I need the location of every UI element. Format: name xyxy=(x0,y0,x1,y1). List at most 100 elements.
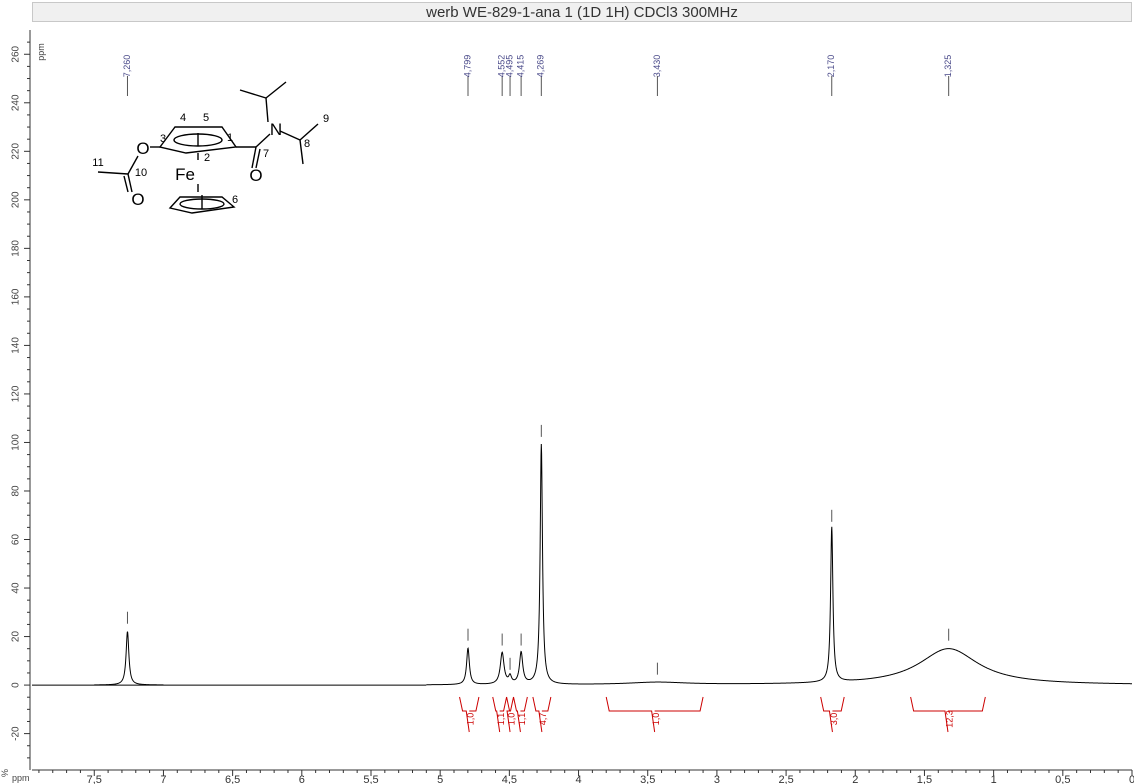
integral-bracket xyxy=(910,696,986,733)
atom-label: N xyxy=(270,120,282,139)
atom-number: 10 xyxy=(135,167,147,179)
x-tick-label: 0 xyxy=(1129,774,1134,784)
bond-ch-ch3-b xyxy=(265,81,287,99)
integral-bracket xyxy=(459,696,480,733)
spectrum-title-bar: werb WE-829-1-ana 1 (1D 1H) CDCl3 300MHz xyxy=(32,2,1132,22)
peak-label: 4,552 xyxy=(497,55,507,78)
integral-bracket xyxy=(605,696,704,733)
integral-value: 1,0 xyxy=(651,713,661,726)
molecule-labels: O N O O Fe 1 2 3 4 5 6 7 8 9 10 11 xyxy=(92,112,329,209)
molecule-structure-drawing xyxy=(97,81,319,214)
y-tick-label: 0 xyxy=(11,682,22,688)
y-tick-label: 260 xyxy=(11,45,22,62)
atom-number: 1 xyxy=(227,132,233,144)
x-tick-label: 3 xyxy=(714,774,720,784)
spectrum-trace-solvent xyxy=(94,631,164,686)
y-axis-top-unit: ppm xyxy=(36,43,46,61)
integral-value: 1,1 xyxy=(496,713,506,726)
y-tick-label: 80 xyxy=(11,485,22,497)
y-tick-label: 180 xyxy=(11,240,22,257)
integral-bracket xyxy=(492,696,508,733)
x-tick-label: 0,5 xyxy=(1055,774,1070,784)
x-tick-label: 5 xyxy=(437,774,443,784)
y-tick-label: 200 xyxy=(11,191,22,208)
atom-label: O xyxy=(249,166,262,185)
y-tick-label: 40 xyxy=(11,582,22,594)
atom-number: 6 xyxy=(232,194,238,206)
integral-bracket xyxy=(820,696,845,733)
atom-number: 9 xyxy=(323,113,329,125)
bond-n-c8 xyxy=(279,130,301,141)
peak-label: 2,170 xyxy=(826,55,836,78)
peak-label: 4,799 xyxy=(462,55,472,78)
y-tick-label: -20 xyxy=(11,726,22,741)
x-tick-label: 3,5 xyxy=(640,774,655,784)
integral-value: 3,0 xyxy=(829,713,839,726)
y-tick-label: 220 xyxy=(11,143,22,160)
x-axis: 7,5 7 6,5 6 5,5 5 4,5 4 3,5 3 2,5 2 1,5 1 0,5 0 ppm xyxy=(12,769,1134,784)
spectrum xyxy=(32,443,1132,686)
x-tick-label: 5,5 xyxy=(363,774,378,784)
bond-c8-c9 xyxy=(299,123,319,141)
x-tick-label: 2,5 xyxy=(778,774,793,784)
atom-number: 11 xyxy=(92,157,103,169)
atom-number: 8 xyxy=(304,138,310,150)
bond-c7-n xyxy=(255,133,271,148)
cp-ring-lower xyxy=(168,196,236,214)
integral-bracket xyxy=(532,696,552,733)
y-tick-label: 60 xyxy=(11,534,22,546)
peak-label: 3,430 xyxy=(652,55,662,78)
atom-label: Fe xyxy=(175,165,195,184)
y-tick-label: 240 xyxy=(11,94,22,111)
integral-bracket xyxy=(506,696,514,733)
x-tick-label: 4 xyxy=(575,774,581,784)
bond-c8-ch3 xyxy=(299,139,304,165)
x-tick-label: 1,5 xyxy=(917,774,932,784)
integral-value: 1,0 xyxy=(466,713,476,726)
peak-label: 4,495 xyxy=(504,55,514,78)
y-tick-label: 120 xyxy=(11,385,22,402)
integral-value: 1,1 xyxy=(517,713,527,726)
x-tick-label: 6 xyxy=(299,774,305,784)
peak-label: 1,325 xyxy=(943,55,953,78)
spectrum-title: werb WE-829-1-ana 1 (1D 1H) CDCl3 300MHz xyxy=(426,3,738,21)
y-tick-label: 20 xyxy=(11,631,22,643)
atom-number: 4 xyxy=(180,112,186,124)
bond-ch-ch3-a xyxy=(239,89,267,99)
y-tick-label: 100 xyxy=(11,434,22,451)
bond-c10-c11 xyxy=(97,171,129,175)
integral-value: 1,0 xyxy=(506,713,516,726)
spectrum-trace xyxy=(426,443,1132,686)
bond-c10-o-double xyxy=(123,175,129,193)
bond-c7-o-double xyxy=(255,148,261,169)
atom-number: 5 xyxy=(203,112,209,124)
cp-ring-upper xyxy=(158,126,238,154)
x-axis-label: ppm xyxy=(12,773,30,783)
peak-label: 4,269 xyxy=(536,55,546,78)
atom-label: O xyxy=(131,190,144,209)
integrals: 1,0 1,1 1,0 1,1 4,7 1,0 3,0 12,3 xyxy=(459,696,986,733)
x-tick-label: 6,5 xyxy=(225,774,240,784)
integral-value: 4,7 xyxy=(538,713,548,726)
y-tick-label: 140 xyxy=(11,337,22,354)
bond-o-c10 xyxy=(127,155,139,175)
x-tick-label: 1 xyxy=(991,774,997,784)
atom-number: 7 xyxy=(263,148,269,160)
bond-n-ch-top xyxy=(265,97,269,123)
peak-label: 7,260 xyxy=(122,55,132,78)
x-tick-label: 7 xyxy=(160,774,166,784)
atom-number: 3 xyxy=(160,133,166,145)
peak-label: 4,415 xyxy=(515,55,525,78)
y-tick-label: 160 xyxy=(11,288,22,305)
x-tick-label: 2 xyxy=(852,774,858,784)
integral-bracket xyxy=(513,696,528,733)
y-axis: 260240220200180160140120100806040200-20p… xyxy=(0,30,46,777)
bond-c10-o xyxy=(127,173,133,193)
x-tick-label: 4,5 xyxy=(502,774,517,784)
y-axis-label: % xyxy=(0,769,10,777)
x-tick-label: 7,5 xyxy=(87,774,102,784)
integral-value: 12,3 xyxy=(944,710,954,728)
atom-label: O xyxy=(136,139,149,158)
